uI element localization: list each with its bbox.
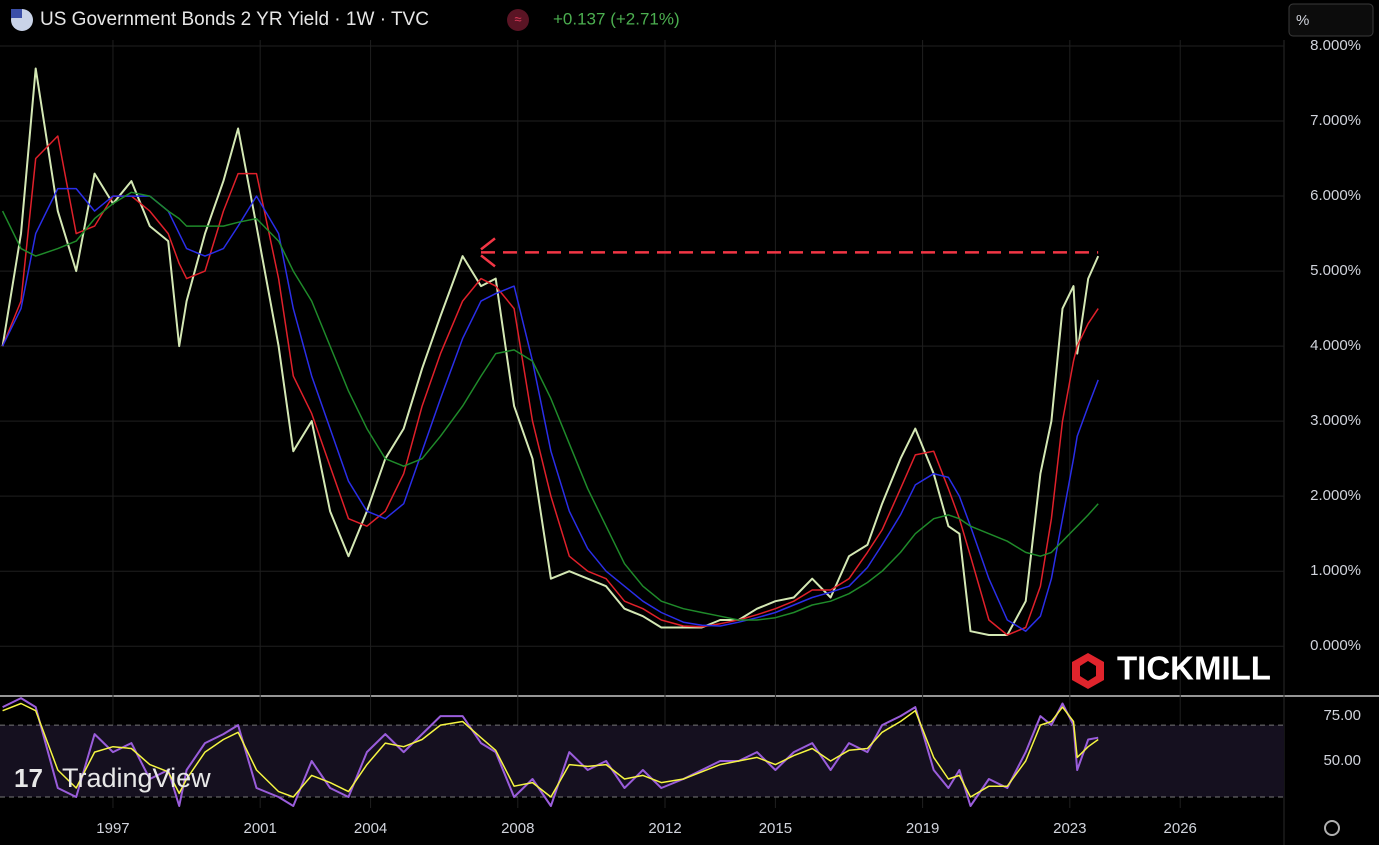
x-tick-label: 2001 (243, 820, 276, 837)
plots: 1997 2001 2004 2008 2012 2015 2019 2023 2026 0.00… (0, 37, 1361, 837)
y-tick-label: 5.000% (1310, 262, 1361, 279)
x-tick-label: 2012 (648, 820, 681, 837)
y-tick-label: 0.000% (1310, 637, 1361, 654)
series-line (1, 191, 1099, 621)
y-tick-label: 7.000% (1310, 112, 1361, 129)
y-tick-label: 1.000% (1310, 562, 1361, 579)
settings-icon[interactable] (1324, 820, 1340, 836)
y-tick-label: 8.000% (1310, 37, 1361, 54)
y-tick-label: 6.000% (1310, 187, 1361, 204)
x-tick-label: 2023 (1053, 820, 1086, 837)
series-line (1, 67, 1100, 636)
series-line (1, 187, 1099, 632)
unit-button[interactable] (1288, 3, 1374, 37)
y-tick-label: 2.000% (1310, 487, 1361, 504)
reference-marker (480, 237, 496, 268)
series-line (2, 697, 1099, 807)
y-tick-label: 3.000% (1310, 412, 1361, 429)
broker-logo: TICKMILL (1117, 650, 1271, 687)
platform-logo-icon: 17 (14, 763, 43, 793)
x-tick-label: 2008 (501, 820, 534, 837)
rsi-band (0, 725, 1284, 798)
broker-logo-inner (1080, 661, 1096, 681)
series-line (1, 135, 1099, 636)
x-tick-label: 1997 (96, 820, 129, 837)
platform-logo: TradingView (62, 763, 211, 793)
chart-title: US Government Bonds 2 YR Yield · 1W · TV… (40, 9, 429, 30)
x-tick-label: 2026 (1164, 820, 1197, 837)
y-tick-label: 75.00 (1323, 707, 1361, 724)
flag-canton (11, 9, 22, 18)
price-change: +0.137 (+2.71%) (553, 9, 680, 28)
y-tick-label: 4.000% (1310, 337, 1361, 354)
x-tick-label: 2015 (759, 820, 792, 837)
y-tick-label: 50.00 (1323, 752, 1361, 769)
indicator-icon[interactable] (507, 9, 529, 31)
x-tick-label: 2004 (354, 820, 387, 837)
indicator-glyph: ≈ (514, 11, 521, 26)
unit-button-label: % (1296, 12, 1309, 29)
series-line (2, 702, 1099, 798)
x-tick-label: 2019 (906, 820, 939, 837)
